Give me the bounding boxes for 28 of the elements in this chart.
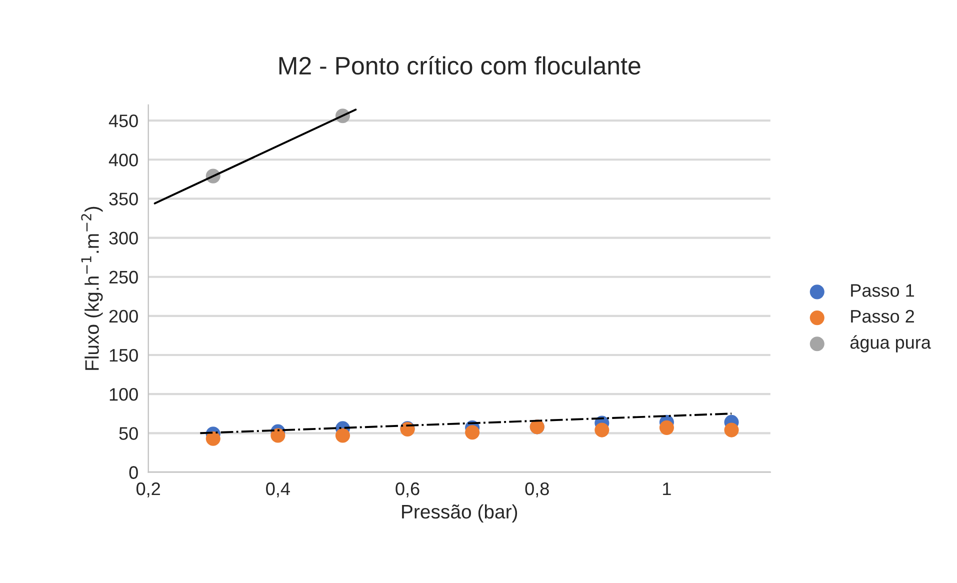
point (465, 425, 480, 440)
y-tick-label: 50 (119, 427, 138, 440)
chart-title: M2 - Ponto crítico com floculante (279, 56, 640, 75)
point (659, 420, 674, 435)
y-tick-label: 250 (109, 270, 138, 284)
legend-label: Passo 2 (851, 310, 914, 323)
y-tick-label: 150 (110, 348, 138, 362)
x-tick-label: 0,8 (525, 482, 549, 498)
point (335, 428, 350, 443)
y-tick-label: 300 (109, 232, 138, 245)
point (594, 422, 610, 438)
legend-label: água pura (850, 335, 931, 352)
y-tick-label: 400 (108, 154, 138, 166)
x-axis-title: Pressão (bar) (402, 504, 518, 522)
x-tick-label: 0,4 (266, 482, 290, 498)
y-tick-label: 450 (108, 114, 138, 128)
y-tick-label: 100 (110, 388, 138, 401)
x-tick-label: 0,6 (396, 482, 420, 498)
point (206, 431, 220, 446)
y-tick-label: 200 (109, 310, 138, 323)
legend-label: Passo 1 (851, 284, 914, 297)
y-tick-label: 350 (109, 192, 138, 206)
x-tick-label: 1 (663, 482, 671, 496)
y-axis-title: Fluxo (kg.h$^{−1}$.m$^{−2}$) (81, 206, 103, 370)
y-tick-label: 0 (129, 466, 138, 479)
x-tick-label: 0,2 (136, 482, 160, 498)
point (270, 428, 286, 443)
point (724, 422, 739, 438)
